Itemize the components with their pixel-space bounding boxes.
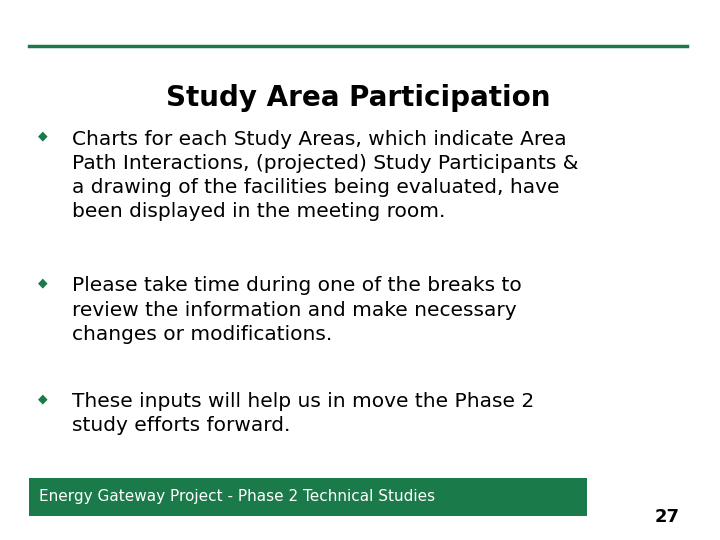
Text: Energy Gateway Project - Phase 2 Technical Studies: Energy Gateway Project - Phase 2 Technic… <box>40 489 436 504</box>
Text: ◆: ◆ <box>38 130 48 143</box>
Text: ◆: ◆ <box>38 276 48 289</box>
Text: Please take time during one of the breaks to
review the information and make nec: Please take time during one of the break… <box>71 276 521 344</box>
Text: Study Area Participation: Study Area Participation <box>166 84 550 112</box>
Text: These inputs will help us in move the Phase 2
study efforts forward.: These inputs will help us in move the Ph… <box>71 392 534 435</box>
Text: ◆: ◆ <box>38 392 48 405</box>
Text: 27: 27 <box>655 509 680 526</box>
FancyBboxPatch shape <box>29 478 587 516</box>
Text: Charts for each Study Areas, which indicate Area
Path Interactions, (projected) : Charts for each Study Areas, which indic… <box>71 130 578 221</box>
